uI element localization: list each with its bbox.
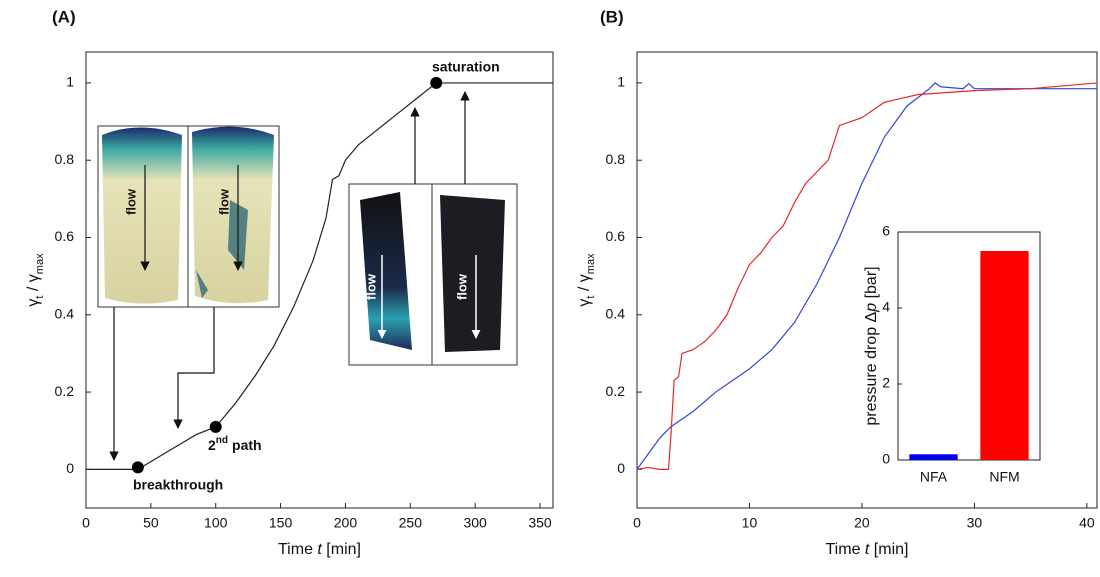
label-part: Time: [826, 541, 865, 558]
bar: [909, 454, 958, 460]
annotation: breakthrough: [133, 477, 223, 493]
axes-frame: [636, 51, 1098, 509]
photo-label: flow: [454, 273, 469, 300]
x-tick-label: NFM: [989, 469, 1019, 485]
label-part: Time: [278, 541, 317, 558]
data-line: [636, 82, 1097, 470]
x-tick-label: 10: [742, 515, 758, 531]
y-axis-label: γt / γmax: [576, 253, 597, 307]
label-part: γ: [25, 299, 42, 307]
data-point: [430, 76, 443, 89]
label-part: pressure drop Δ: [863, 311, 880, 425]
label-part: t: [865, 541, 870, 558]
y-tick-label: 0: [617, 460, 625, 476]
annotation: 2nd path: [208, 435, 262, 453]
y-tick-label: 0.8: [606, 151, 626, 167]
data-line: [636, 82, 1098, 470]
x-tick-label: 250: [399, 515, 423, 531]
x-tick-label: 30: [967, 515, 983, 531]
data-line: [86, 82, 553, 470]
x-tick-label: 0: [82, 515, 90, 531]
y-tick-label: 0: [66, 460, 74, 476]
photos: flow flow flow flow: [97, 91, 518, 461]
y-tick-label: 1: [66, 74, 74, 90]
photo-label: flow: [363, 273, 378, 300]
y-tick-label: 6: [882, 223, 890, 239]
label-part: max: [585, 253, 597, 274]
y-tick-label: 0.6: [606, 228, 626, 244]
y-tick-label: 0.4: [606, 305, 626, 321]
label-part: t: [317, 541, 322, 558]
y-tick-label: 0.8: [55, 151, 75, 167]
x-tick-label: NFA: [920, 469, 948, 485]
label-part: [min]: [322, 541, 361, 558]
y-tick-label: 1: [617, 74, 625, 90]
label-part: γ: [576, 299, 593, 307]
x-tick-label: 150: [269, 515, 293, 531]
y-axis-label: pressure drop Δp [bar]: [863, 266, 880, 425]
x-tick-label: 100: [204, 515, 228, 531]
y-tick-label: 4: [882, 299, 890, 315]
bar: [980, 251, 1029, 460]
axes-frame: [85, 51, 554, 509]
photo-label: flow: [216, 188, 231, 215]
data-point: [209, 420, 222, 433]
x-tick-label: 40: [1079, 515, 1095, 531]
x-tick-label: 20: [854, 515, 870, 531]
label-part: t: [34, 296, 46, 299]
label-part: / γ: [25, 274, 42, 295]
y-axis-label: γt / γmax: [25, 253, 46, 307]
label-part: [bar]: [863, 266, 880, 302]
label-part: max: [34, 253, 46, 274]
x-axis-label: Time t [min]: [278, 541, 361, 558]
y-tick-label: 0.2: [606, 383, 626, 399]
x-tick-label: 50: [143, 515, 159, 531]
annotation: saturation: [432, 59, 500, 75]
x-axis-label: Time t [min]: [826, 541, 909, 558]
label-part: p: [863, 303, 880, 313]
label-part: t: [585, 296, 597, 299]
x-tick-label: 350: [528, 515, 552, 531]
y-tick-label: 0.2: [55, 383, 75, 399]
panel-label: (B): [600, 7, 624, 26]
x-tick-label: 0: [633, 515, 641, 531]
photo-label: flow: [123, 188, 138, 215]
x-tick-label: 200: [334, 515, 358, 531]
panel-label: (A): [52, 7, 76, 26]
y-tick-label: 0.6: [55, 228, 75, 244]
y-tick-label: 0: [882, 451, 890, 467]
label-part: / γ: [576, 274, 593, 295]
x-tick-label: 300: [463, 515, 487, 531]
label-part: [min]: [869, 541, 908, 558]
data-point: [131, 461, 144, 474]
y-tick-label: 2: [882, 375, 890, 391]
y-tick-label: 0.4: [55, 305, 75, 321]
